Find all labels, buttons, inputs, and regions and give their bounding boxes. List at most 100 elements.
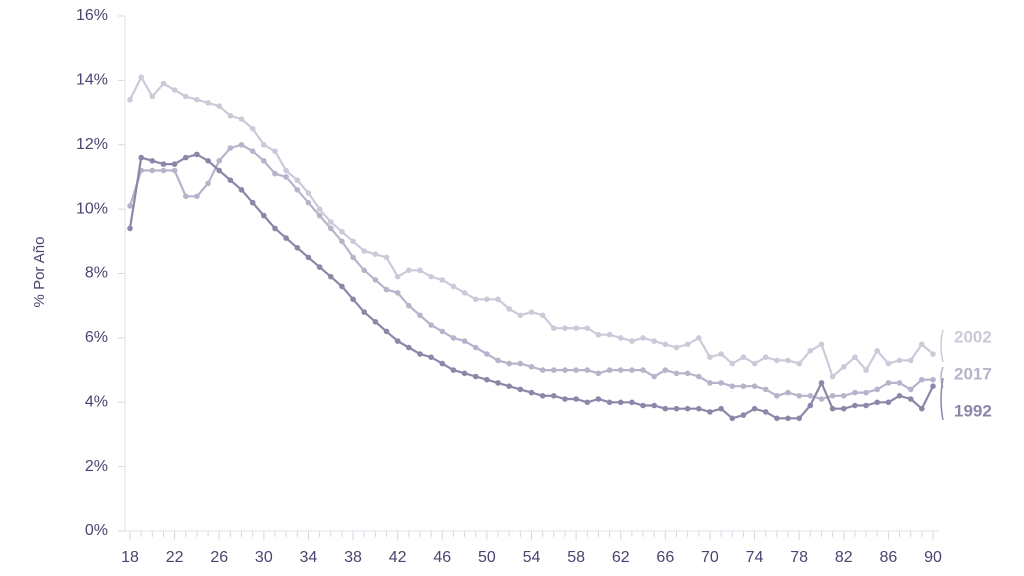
data-point-1992 bbox=[606, 399, 613, 406]
data-point-1992 bbox=[127, 225, 133, 232]
data-point-2017 bbox=[562, 367, 568, 373]
data-point-2002 bbox=[629, 338, 635, 344]
data-point-2002 bbox=[249, 125, 256, 132]
x-tick-label: 42 bbox=[389, 549, 407, 566]
data-point-1992 bbox=[506, 383, 512, 390]
data-point-1992 bbox=[238, 187, 245, 193]
data-point-1992 bbox=[305, 254, 312, 261]
data-point-2002 bbox=[740, 354, 747, 361]
data-point-1992 bbox=[517, 386, 524, 393]
data-point-2017 bbox=[194, 193, 200, 200]
data-point-2017 bbox=[372, 277, 379, 283]
data-point-2002 bbox=[684, 341, 691, 348]
data-point-1992 bbox=[461, 370, 468, 377]
data-point-2002 bbox=[138, 74, 144, 80]
data-point-2017 bbox=[305, 199, 312, 206]
data-point-1992 bbox=[874, 399, 880, 406]
data-point-2017 bbox=[606, 367, 613, 373]
data-point-1992 bbox=[807, 402, 814, 409]
data-point-2002 bbox=[261, 142, 267, 148]
data-point-2017 bbox=[350, 254, 356, 261]
data-point-2017 bbox=[573, 367, 579, 373]
data-point-1992 bbox=[439, 360, 446, 367]
series-line-2002 bbox=[129, 76, 934, 378]
data-point-2017 bbox=[885, 380, 892, 386]
data-point-2002 bbox=[294, 177, 301, 183]
data-point-2002 bbox=[183, 93, 189, 100]
data-point-2017 bbox=[807, 393, 814, 399]
x-tick-label: 22 bbox=[166, 549, 184, 566]
data-point-2017 bbox=[339, 238, 345, 245]
data-point-2017 bbox=[907, 386, 914, 393]
data-point-1992 bbox=[818, 380, 825, 386]
data-point-2017 bbox=[127, 203, 133, 209]
data-point-2017 bbox=[517, 360, 524, 367]
data-point-2017 bbox=[383, 286, 390, 293]
x-tick-label: 50 bbox=[478, 549, 496, 566]
series-label-2017: 2017 bbox=[954, 364, 992, 383]
series-layer bbox=[127, 74, 936, 422]
data-point-2002 bbox=[896, 357, 903, 364]
data-point-2002 bbox=[383, 254, 390, 261]
data-point-2017 bbox=[829, 393, 836, 399]
data-point-2017 bbox=[595, 370, 602, 377]
data-point-2002 bbox=[841, 364, 847, 370]
data-point-2002 bbox=[350, 238, 356, 245]
x-tick-label: 46 bbox=[433, 549, 451, 566]
data-point-1992 bbox=[595, 396, 602, 402]
x-tick-label: 66 bbox=[656, 549, 674, 566]
data-point-2017 bbox=[272, 170, 278, 177]
data-point-1992 bbox=[729, 415, 736, 422]
series-label-1992: 1992 bbox=[954, 401, 992, 420]
data-point-2002 bbox=[640, 335, 646, 341]
data-point-1992 bbox=[829, 405, 836, 412]
data-point-2002 bbox=[272, 148, 278, 154]
data-point-1992 bbox=[673, 405, 680, 412]
data-point-2002 bbox=[484, 296, 490, 303]
y-tick-label: 2% bbox=[85, 458, 108, 475]
data-point-1992 bbox=[640, 402, 646, 409]
data-point-1992 bbox=[495, 380, 501, 386]
data-point-2017 bbox=[874, 386, 880, 393]
data-point-2017 bbox=[684, 370, 691, 377]
x-tick-label: 70 bbox=[701, 549, 719, 566]
data-point-2002 bbox=[194, 96, 200, 103]
series-labels: 2002 2017 1992 bbox=[940, 327, 992, 420]
data-point-1992 bbox=[361, 309, 368, 315]
data-point-2002 bbox=[796, 360, 802, 367]
data-point-2017 bbox=[740, 383, 747, 390]
data-point-2002 bbox=[539, 312, 546, 319]
data-point-2002 bbox=[160, 80, 167, 87]
data-point-1992 bbox=[472, 373, 479, 380]
data-point-2002 bbox=[216, 103, 222, 109]
x-tick-label: 38 bbox=[344, 549, 362, 566]
data-point-2017 bbox=[841, 393, 847, 399]
x-tick-label: 58 bbox=[567, 549, 585, 566]
series-line-2017 bbox=[128, 143, 933, 401]
data-point-2017 bbox=[472, 344, 479, 351]
axes: 0% 2% 4% 6% 8% 10% 12% 14% 16% 18 22 26 30 34 38 42 46 50… bbox=[76, 7, 942, 566]
data-point-2002 bbox=[807, 348, 814, 354]
data-point-1992 bbox=[316, 264, 323, 270]
data-point-2002 bbox=[774, 357, 780, 364]
data-point-1992 bbox=[841, 405, 847, 412]
data-point-2017 bbox=[673, 370, 680, 377]
data-point-2017 bbox=[361, 267, 368, 274]
data-point-1992 bbox=[696, 405, 702, 412]
data-point-2002 bbox=[428, 273, 434, 280]
data-point-1992 bbox=[183, 154, 189, 161]
data-point-1992 bbox=[294, 245, 301, 251]
series-label-2002: 2002 bbox=[954, 327, 992, 346]
data-point-2002 bbox=[461, 290, 468, 296]
data-point-2017 bbox=[528, 364, 535, 370]
data-point-2002 bbox=[762, 354, 769, 361]
data-point-2017 bbox=[406, 302, 412, 309]
data-point-2017 bbox=[283, 174, 289, 180]
data-point-1992 bbox=[450, 367, 457, 373]
data-point-1992 bbox=[852, 402, 858, 409]
data-point-2002 bbox=[696, 335, 702, 341]
data-point-2002 bbox=[573, 325, 579, 332]
data-point-2017 bbox=[919, 376, 925, 383]
y-tick-label: 6% bbox=[85, 329, 108, 346]
